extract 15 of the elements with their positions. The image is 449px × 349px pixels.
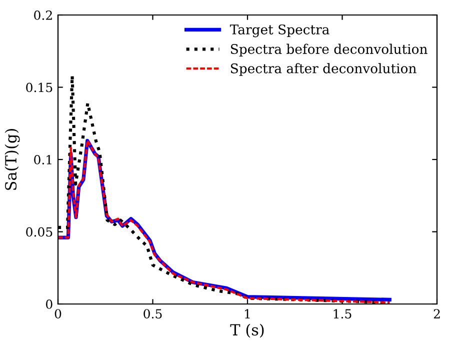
x-tick-label: 1 xyxy=(245,309,250,318)
legend-label: Spectra before deconvolution xyxy=(230,44,428,57)
x-axis-title: T (s) xyxy=(230,324,264,338)
y-tick-label: 0 xyxy=(46,299,52,309)
legend-label: Target Spectra xyxy=(230,24,330,38)
y-axis-title: Sa(T)(g) xyxy=(4,129,20,190)
y-tick-label: 0.15 xyxy=(26,82,52,92)
x-tick-label: 0 xyxy=(54,309,62,319)
y-tick-label: 0.2 xyxy=(34,10,52,20)
x-tick-label: 0.5 xyxy=(144,309,162,319)
y-tick-label: 0.05 xyxy=(26,227,52,237)
legend-label: Spectra after deconvolution xyxy=(230,63,416,76)
x-tick-label: 2 xyxy=(434,309,440,318)
x-tick-label: 1.5 xyxy=(334,309,352,319)
y-tick-label: 0.1 xyxy=(34,154,52,164)
